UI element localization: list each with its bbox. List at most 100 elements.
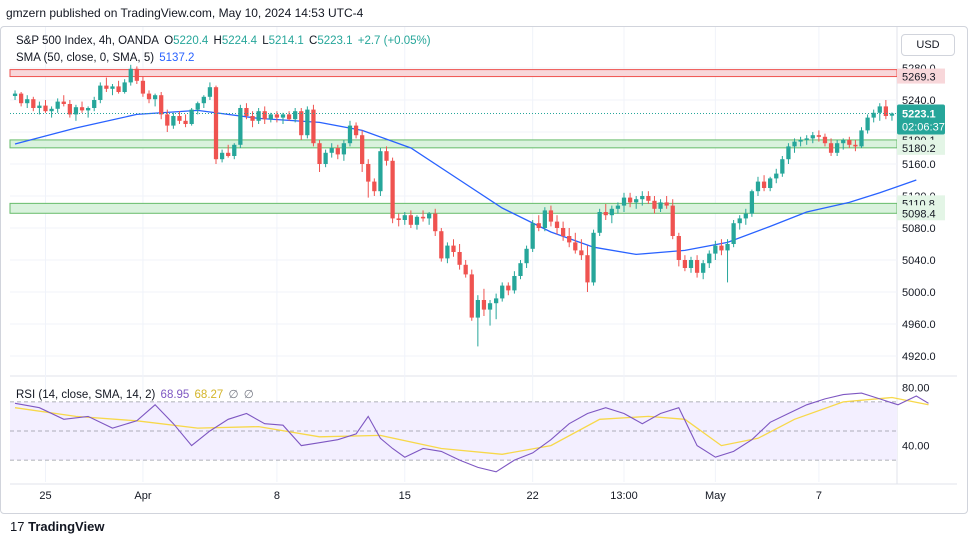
candle-body <box>640 196 645 200</box>
candle-body <box>853 144 858 147</box>
candle-body <box>134 68 139 81</box>
candle <box>707 250 712 268</box>
candle <box>61 95 66 107</box>
candle <box>177 111 182 124</box>
candle-body <box>226 152 231 156</box>
candle <box>597 208 602 236</box>
candle-body <box>536 223 541 228</box>
candle-body <box>286 114 292 120</box>
chart-frame[interactable] <box>0 26 968 514</box>
currency-button[interactable]: USD <box>901 34 955 56</box>
symbol-name: S&P 500 Index, 4h, OANDA <box>16 35 159 47</box>
candle <box>55 98 60 113</box>
candle-body <box>98 85 103 100</box>
candle-body <box>341 143 347 155</box>
candle-body <box>798 140 803 142</box>
time-tick-label: 25 <box>39 490 51 502</box>
sma-label: SMA (50, close, 0, SMA, 5) <box>16 52 155 64</box>
candle-body <box>433 213 438 232</box>
candle <box>889 112 895 121</box>
candle-body <box>719 245 724 251</box>
candle <box>780 156 785 177</box>
rsi-extra-2: ∅ <box>243 389 254 401</box>
symbol-legend[interactable]: S&P 500 Index, 4h, OANDA O5220.4 H5224.4… <box>16 35 433 47</box>
rsi-legend[interactable]: RSI (14, close, SMA, 14, 2) 68.95 68.27 … <box>16 387 256 401</box>
candle-body <box>396 218 401 220</box>
candle <box>25 95 30 108</box>
candle-body <box>347 125 353 144</box>
candle <box>268 112 273 123</box>
candle-body <box>445 245 450 259</box>
price-tick-label: 5040.0 <box>902 255 936 267</box>
candle-body <box>554 221 560 228</box>
candle-body <box>822 136 828 144</box>
candle-body <box>560 228 566 236</box>
candle-body <box>883 106 888 116</box>
candle-body <box>621 197 627 206</box>
candle <box>792 138 797 153</box>
candle <box>591 229 596 286</box>
candle <box>658 199 663 212</box>
candle-body <box>152 95 158 100</box>
candle <box>603 204 608 220</box>
candle-body <box>548 210 554 222</box>
candle <box>463 260 468 278</box>
candle-body <box>688 260 694 268</box>
candle <box>152 93 158 107</box>
candle-body <box>37 105 42 108</box>
zone-resistance <box>9 69 898 78</box>
candle-body <box>177 116 182 121</box>
candle-body <box>871 112 876 118</box>
candle <box>305 106 310 139</box>
last-price-box <box>897 104 945 135</box>
candle <box>481 288 487 316</box>
candle <box>37 101 42 115</box>
candle <box>725 239 730 283</box>
candle <box>402 212 407 225</box>
candle-body <box>31 99 36 108</box>
candle <box>688 256 694 273</box>
zone-price-label: 5269.3 <box>902 72 936 84</box>
time-tick-label: May <box>705 490 726 502</box>
candle <box>719 239 724 256</box>
candle <box>341 140 347 161</box>
candle <box>378 148 383 196</box>
candle <box>579 239 584 260</box>
tradingview-logo-icon: 17 <box>10 519 25 534</box>
candle-body <box>12 93 18 96</box>
candle-body <box>768 178 773 188</box>
price-tick-label: 5080.0 <box>902 223 936 235</box>
candle <box>165 109 170 132</box>
candle <box>670 199 675 240</box>
candle-body <box>183 120 188 124</box>
sma-legend[interactable]: SMA (50, close, 0, SMA, 5) 5137.2 <box>16 52 196 64</box>
candle-body <box>85 108 91 111</box>
candle <box>822 133 828 147</box>
candle-body <box>567 236 572 243</box>
candle-body <box>61 101 66 104</box>
candle-body <box>43 105 48 112</box>
zone-price-label-box <box>897 205 945 221</box>
candle-body <box>761 181 767 188</box>
candle <box>585 245 590 292</box>
high-value: 5224.4 <box>221 35 258 47</box>
candle <box>232 143 237 160</box>
candle <box>500 282 505 302</box>
candle <box>536 215 541 232</box>
candle-body <box>366 164 371 182</box>
candle <box>384 146 389 166</box>
candle-body <box>402 215 407 220</box>
candle-body <box>408 215 414 225</box>
candle-body <box>219 152 225 160</box>
candle-body <box>469 274 474 318</box>
candle <box>755 176 761 196</box>
candle-body <box>889 113 895 116</box>
candle <box>201 95 206 108</box>
candle-body <box>73 107 79 115</box>
rsi-ma-line <box>14 396 929 455</box>
candle <box>134 66 139 84</box>
candle <box>390 157 395 224</box>
footer-brand[interactable]: 17 TradingView <box>10 519 104 534</box>
candle <box>567 228 572 248</box>
